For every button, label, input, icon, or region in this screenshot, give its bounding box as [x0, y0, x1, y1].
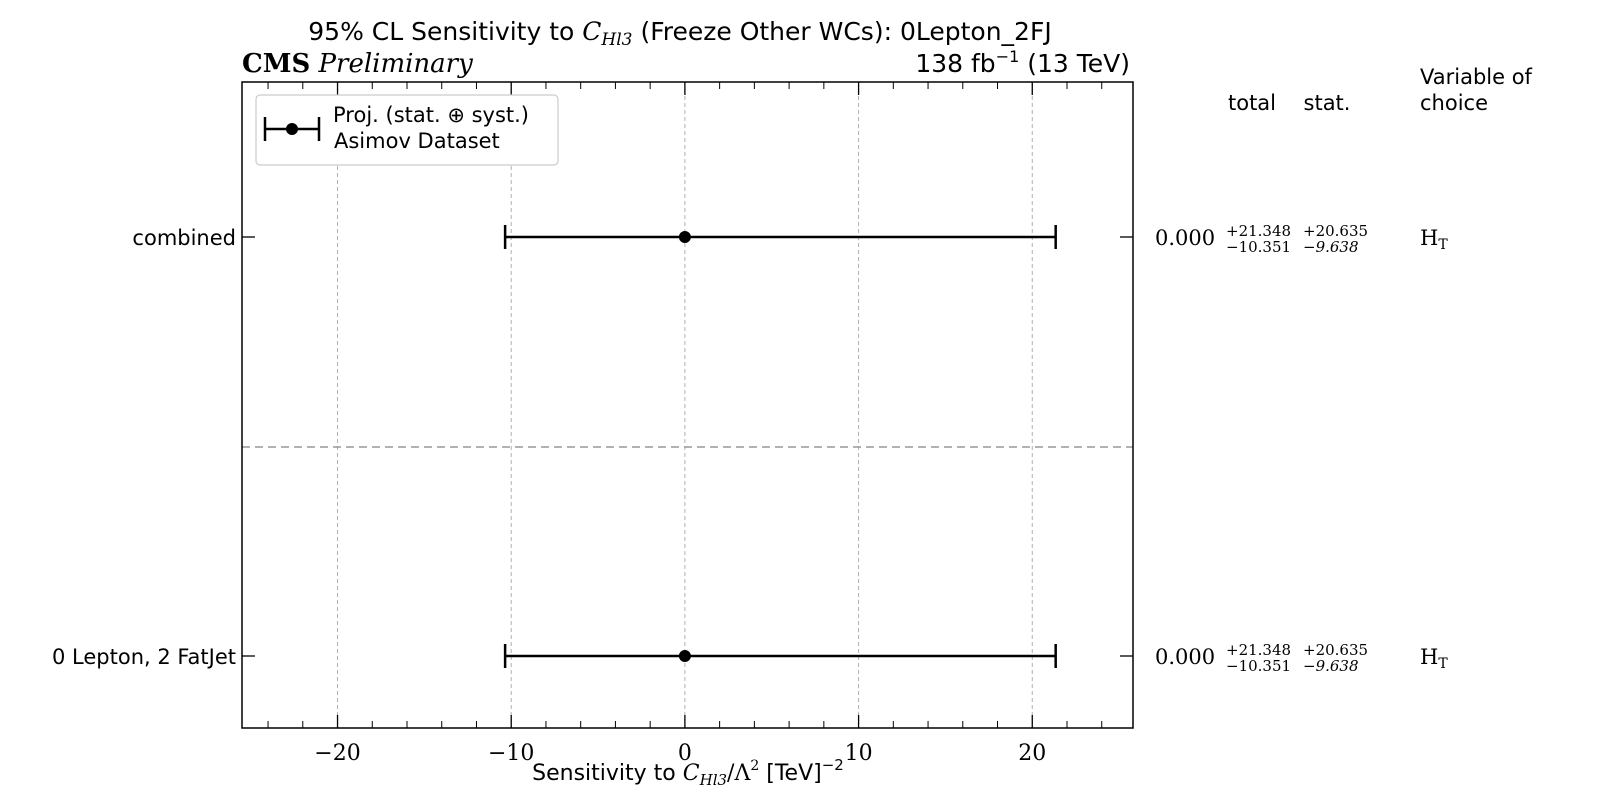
central-value-text: 0.000	[1155, 226, 1215, 250]
legend: Proj. (stat. ⊕ syst.) Asimov Dataset	[255, 94, 559, 166]
luminosity-label: 138 fb−1 (13 TeV)	[915, 47, 1130, 78]
x-tick-label: −20	[314, 741, 360, 766]
x-tick-label: 10	[845, 741, 873, 766]
total-up-text: +21.348	[1226, 641, 1291, 659]
axis-ticks	[267, 82, 1103, 728]
row-label: 0 Lepton, 2 FatJet	[52, 645, 236, 669]
stat-down-text: −9.638	[1303, 238, 1359, 256]
grid-lines	[337, 82, 1033, 728]
row-1: 0 Lepton, 2 FatJet 0.000 +21.348−10.351 +20…	[52, 641, 1448, 675]
legend-line-2: Asimov Dataset	[334, 129, 500, 153]
legend-box	[255, 94, 559, 166]
stat-up-text: +20.635	[1303, 222, 1368, 240]
total-down-text: −10.351	[1226, 657, 1291, 675]
legend-line-1: Proj. (stat. ⊕ syst.)	[333, 103, 529, 127]
stat-up-text: +20.635	[1303, 641, 1368, 659]
central-value-marker	[678, 231, 691, 243]
total-down-text: −10.351	[1226, 238, 1291, 256]
chart-title: 95% CL Sensitivity to CHl3 (Freeze Other…	[308, 17, 1051, 50]
x-tick-label: 0	[678, 741, 692, 766]
x-tick-labels: −20 −10 0 10 20	[314, 741, 1046, 766]
plot-frame	[241, 81, 1134, 729]
x-tick-label: 20	[1018, 741, 1046, 766]
column-header-variable: Variable of choice	[1420, 65, 1533, 115]
legend-marker-icon	[263, 117, 321, 141]
column-header-stat: stat.	[1304, 91, 1351, 115]
x-tick-label: −10	[488, 741, 534, 766]
central-value-marker	[678, 650, 691, 662]
experiment-label: CMS Preliminary	[242, 49, 473, 79]
variable-of-choice: HT	[1420, 645, 1448, 672]
total-up-text: +21.348	[1226, 222, 1291, 240]
column-header-total: total	[1228, 91, 1276, 115]
variable-of-choice: HT	[1420, 226, 1448, 253]
data-rows: combined 0.000 +21.348−10.351+20.635−9.638…	[52, 222, 1448, 675]
x-axis-label: Sensitivity to CHl3/Λ2 [TeV]−2	[532, 756, 844, 789]
row-label: combined	[132, 226, 236, 250]
row-0: combined 0.000 +21.348−10.351 +20.635−9.638…	[132, 222, 1448, 256]
central-value-text: 0.000	[1155, 645, 1215, 669]
stat-down-text: −9.638	[1303, 657, 1359, 675]
